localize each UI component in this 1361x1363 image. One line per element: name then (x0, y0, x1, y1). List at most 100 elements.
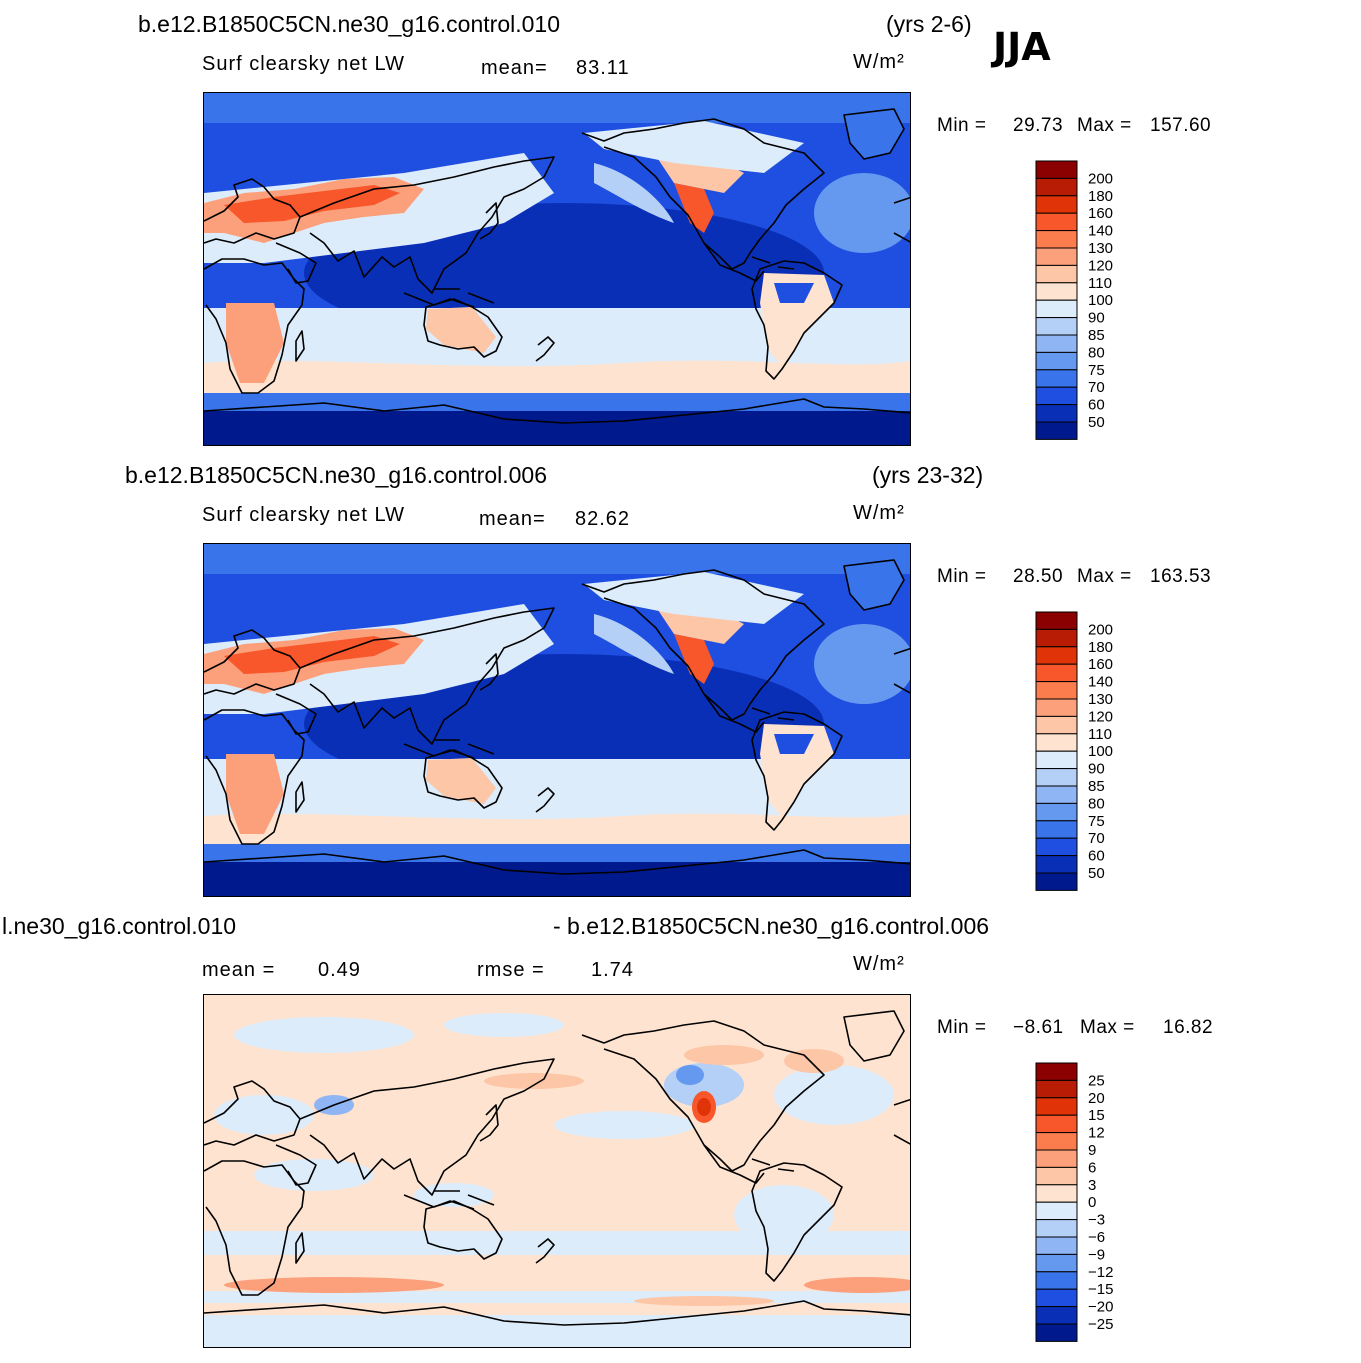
panel3-colorbar: 25 20 15 12 9 6 3 0 −3 −6 −9 −12 −15 −20 −25 (1035, 1062, 1145, 1344)
panel1-variable: Surf clearsky net LW (202, 53, 406, 75)
season-label: JJA (993, 25, 1051, 69)
colorbar-label: 130 (1088, 691, 1113, 708)
colorbar-swatch (1035, 351, 1078, 371)
colorbar-label: 20 (1088, 1090, 1105, 1107)
colorbar-label: 100 (1088, 292, 1113, 309)
colorbar-swatch (1035, 1306, 1078, 1325)
panel3-field (204, 995, 910, 1347)
colorbar-swatch (1035, 855, 1078, 874)
panel1-years: (yrs 2-6) (886, 11, 972, 37)
colorbar-swatch (1035, 1219, 1078, 1238)
colorbar-swatch (1035, 1323, 1078, 1342)
colorbar-swatch (1035, 628, 1078, 648)
colorbar-swatch (1035, 1166, 1078, 1186)
colorbar-label: 70 (1088, 379, 1105, 396)
panel3-min-label: Min = (937, 1017, 987, 1038)
panel1-min-label: Min = (937, 115, 987, 136)
colorbar-swatch (1035, 299, 1078, 319)
colorbar-swatch (1035, 177, 1078, 197)
colorbar-label: 110 (1088, 275, 1112, 292)
colorbar-swatch (1035, 646, 1078, 665)
colorbar-swatch (1035, 1097, 1078, 1116)
panel2-max-value: 163.53 (1150, 566, 1212, 587)
colorbar-swatch (1035, 369, 1078, 388)
colorbar-swatch (1035, 768, 1078, 787)
colorbar-swatch (1035, 698, 1078, 717)
panel3-rmse-value: 1.74 (591, 959, 634, 981)
colorbar-label: 90 (1088, 310, 1105, 327)
colorbar-label: 60 (1088, 397, 1105, 414)
colorbar-label: 180 (1088, 639, 1113, 656)
colorbar-swatch (1035, 421, 1078, 440)
panel1-case-title: b.e12.B1850C5CN.ne30_g16.control.010 (138, 11, 560, 37)
colorbar-label: 80 (1088, 795, 1105, 812)
panel3-rmse-label: rmse = (477, 959, 545, 981)
colorbar-swatch (1035, 1149, 1078, 1168)
panel1-min-value: 29.73 (1013, 115, 1064, 136)
panel3-max-label: Max = (1080, 1017, 1135, 1038)
panel1-mean-value: 83.11 (576, 57, 630, 79)
colorbar-label: −12 (1088, 1264, 1113, 1281)
panel2-colorbar: 200 180 160 140 130 120 110 100 90 85 80 75 70 60 50 (1035, 611, 1145, 893)
panel2-mean-label: mean= (479, 508, 546, 530)
colorbar-swatch (1035, 1253, 1078, 1273)
colorbar-label: 130 (1088, 240, 1113, 257)
colorbar-swatch (1035, 317, 1078, 336)
panel1-units: W/m² (853, 51, 905, 73)
colorbar-label: −9 (1088, 1246, 1105, 1263)
panel3-mean-label: mean = (202, 959, 276, 981)
panel2-case-title: b.e12.B1850C5CN.ne30_g16.control.006 (125, 462, 547, 488)
colorbar-swatch (1035, 1184, 1078, 1203)
panel3-min-value: −8.61 (1013, 1017, 1064, 1038)
colorbar-swatch (1035, 386, 1078, 406)
panel3-units: W/m² (853, 953, 905, 975)
panel2-min-label: Min = (937, 566, 987, 587)
colorbar-label: 200 (1088, 170, 1113, 187)
colorbar-label: 0 (1088, 1194, 1096, 1211)
colorbar-swatch (1035, 334, 1078, 353)
colorbar-label: 140 (1088, 223, 1113, 240)
colorbar-label: 80 (1088, 344, 1105, 361)
panel1-map (203, 92, 911, 446)
colorbar-label: 110 (1088, 726, 1112, 743)
colorbar-label: 180 (1088, 188, 1113, 205)
colorbar-label: −15 (1088, 1281, 1113, 1298)
colorbar-swatch (1035, 160, 1078, 179)
colorbar-swatch (1035, 750, 1078, 770)
colorbar-label: 160 (1088, 205, 1113, 222)
colorbar-label: 25 (1088, 1072, 1105, 1089)
colorbar-swatch (1035, 195, 1078, 214)
colorbar-label: 120 (1088, 257, 1113, 274)
panel2-variable: Surf clearsky net LW (202, 504, 406, 526)
panel2-years: (yrs 23-32) (872, 462, 984, 488)
panel3-case-left: l.ne30_g16.control.010 (2, 913, 237, 939)
colorbar-swatch (1035, 1201, 1078, 1221)
colorbar-swatch (1035, 1079, 1078, 1099)
colorbar-label: −6 (1088, 1229, 1105, 1246)
panel2-field (204, 544, 910, 896)
colorbar-label: 50 (1088, 865, 1105, 882)
panel1-mean-label: mean= (481, 57, 548, 79)
colorbar-swatch (1035, 785, 1078, 804)
colorbar-label: 90 (1088, 761, 1105, 778)
colorbar-label: 120 (1088, 708, 1113, 725)
colorbar-swatch (1035, 663, 1078, 683)
panel1-field (204, 93, 910, 445)
colorbar-label: −3 (1088, 1212, 1105, 1229)
colorbar-swatch (1035, 1288, 1078, 1308)
panel2-map (203, 543, 911, 897)
colorbar-label: −20 (1088, 1299, 1113, 1316)
colorbar-label: 6 (1088, 1159, 1096, 1176)
colorbar-swatch (1035, 1236, 1078, 1255)
panel3-max-value: 16.82 (1163, 1017, 1214, 1038)
panel2-units: W/m² (853, 502, 905, 524)
colorbar-label: 60 (1088, 848, 1105, 865)
panel2-min-value: 28.50 (1013, 566, 1064, 587)
colorbar-swatch (1035, 230, 1078, 249)
panel1-colorbar: 200 180 160 140 130 120 110 100 90 85 80 75 70 60 50 (1035, 160, 1145, 442)
colorbar-swatch (1035, 282, 1078, 301)
colorbar-swatch (1035, 611, 1078, 630)
